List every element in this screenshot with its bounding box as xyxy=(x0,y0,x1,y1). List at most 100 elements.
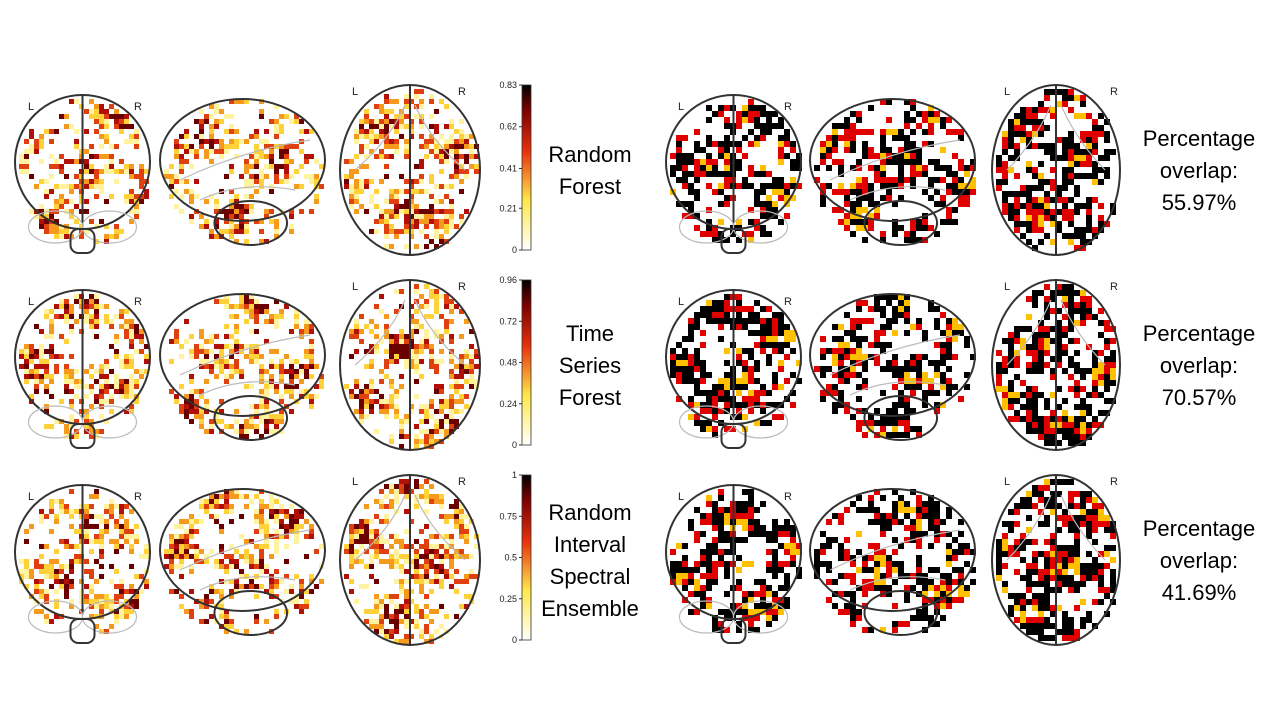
voxel xyxy=(304,599,309,604)
voxel xyxy=(134,194,139,199)
voxel xyxy=(964,384,970,390)
voxel xyxy=(379,504,384,509)
voxel xyxy=(424,564,429,569)
voxel xyxy=(89,179,94,184)
voxel xyxy=(1104,173,1110,179)
voxel xyxy=(928,507,934,513)
voxel xyxy=(69,389,74,394)
voxel xyxy=(369,329,374,334)
voxel xyxy=(1014,191,1020,197)
voxel xyxy=(259,154,264,159)
voxel xyxy=(790,531,796,537)
voxel xyxy=(862,384,868,390)
voxel xyxy=(778,609,784,615)
voxel xyxy=(772,177,778,183)
voxel xyxy=(434,409,439,414)
voxel xyxy=(736,378,742,384)
voxel xyxy=(264,309,269,314)
voxel xyxy=(374,594,379,599)
voxel xyxy=(409,179,414,184)
voxel xyxy=(169,559,174,564)
voxel xyxy=(54,589,59,594)
voxel xyxy=(274,324,279,329)
voxel xyxy=(904,231,910,237)
voxel xyxy=(219,399,224,404)
voxel xyxy=(369,559,374,564)
voxel xyxy=(194,389,199,394)
voxel xyxy=(916,555,922,561)
voxel xyxy=(464,144,469,149)
voxel xyxy=(778,195,784,201)
voxel xyxy=(880,294,886,300)
voxel xyxy=(359,119,364,124)
voxel xyxy=(129,164,134,169)
voxel xyxy=(354,179,359,184)
voxel xyxy=(1092,131,1098,137)
voxel xyxy=(1080,575,1086,581)
voxel xyxy=(790,390,796,396)
voxel xyxy=(54,559,59,564)
voxel xyxy=(874,207,880,213)
voxel xyxy=(886,525,892,531)
voxel xyxy=(249,354,254,359)
voxel xyxy=(394,414,399,419)
voxel xyxy=(114,119,119,124)
voxel xyxy=(940,342,946,348)
voxel xyxy=(174,204,179,209)
voxel xyxy=(369,534,374,539)
voxel xyxy=(124,409,129,414)
voxel xyxy=(409,209,414,214)
voxel xyxy=(389,354,394,359)
voxel xyxy=(1080,308,1086,314)
voxel xyxy=(1062,617,1068,623)
voxel xyxy=(189,349,194,354)
voxel xyxy=(379,624,384,629)
voxel xyxy=(1026,161,1032,167)
voxel xyxy=(1068,617,1074,623)
voxel xyxy=(434,294,439,299)
voxel xyxy=(670,354,676,360)
voxel xyxy=(409,314,414,319)
voxel xyxy=(389,349,394,354)
voxel xyxy=(219,604,224,609)
voxel xyxy=(1050,428,1056,434)
voxel xyxy=(399,134,404,139)
voxel xyxy=(1038,617,1044,623)
sulcus xyxy=(829,139,961,181)
voxel xyxy=(64,379,69,384)
voxel xyxy=(940,579,946,585)
voxel xyxy=(204,219,209,224)
voxel xyxy=(254,129,259,134)
voxel xyxy=(99,154,104,159)
outline xyxy=(159,98,326,222)
voxel xyxy=(934,372,940,378)
voxel xyxy=(916,543,922,549)
voxel xyxy=(134,139,139,144)
voxel xyxy=(59,504,64,509)
voxel xyxy=(996,161,1002,167)
voxel xyxy=(364,349,369,354)
voxel xyxy=(29,354,34,359)
voxel xyxy=(174,174,179,179)
voxel xyxy=(349,529,354,534)
voxel xyxy=(826,597,832,603)
voxel xyxy=(444,404,449,409)
voxel xyxy=(284,574,289,579)
voxel xyxy=(1086,296,1092,302)
colorbar-tick-label: 0.41 xyxy=(499,163,517,173)
voxel xyxy=(670,372,676,378)
voxel xyxy=(1014,392,1020,398)
voxel xyxy=(760,336,766,342)
voxel xyxy=(99,219,104,224)
voxel xyxy=(109,319,114,324)
voxel xyxy=(394,559,399,564)
voxel xyxy=(229,344,234,349)
voxel xyxy=(850,615,856,621)
voxel xyxy=(94,369,99,374)
voxel xyxy=(354,129,359,134)
voxel xyxy=(940,195,946,201)
voxel xyxy=(724,318,730,324)
voxel xyxy=(712,231,718,237)
voxel xyxy=(59,204,64,209)
voxel xyxy=(19,569,24,574)
